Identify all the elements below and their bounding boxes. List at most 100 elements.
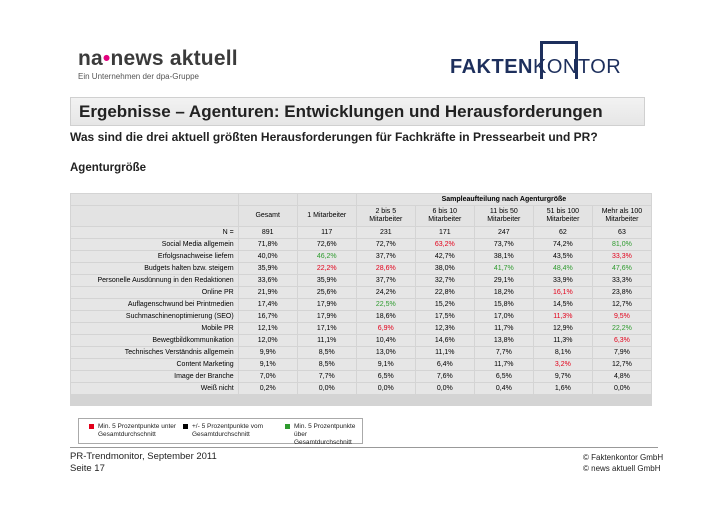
table-cell: 11,7% — [474, 359, 533, 370]
page-title: Ergebnisse – Agenturen: Entwicklungen un… — [79, 102, 603, 121]
black-square-icon — [183, 424, 188, 429]
n-value: 63 — [592, 227, 651, 238]
table-cell: 71,8% — [238, 239, 297, 250]
table-cell: 72,7% — [356, 239, 415, 250]
row-label: Auflagenschwund bei Printmedien — [71, 299, 238, 310]
table-cell: 9,1% — [238, 359, 297, 370]
row-label: Personelle Ausdünnung in den Redaktionen — [71, 275, 238, 286]
table-cell: 10,4% — [356, 335, 415, 346]
table-row: Content Marketing 9,1% 8,5% 9,1% 6,4% 11,7% 3,… — [71, 359, 651, 370]
table-cell: 6,5% — [474, 371, 533, 382]
column-header: 2 bis 5 Mitarbeiter — [356, 206, 415, 226]
table-cell: 33,3% — [592, 275, 651, 286]
table-cell: 33,6% — [238, 275, 297, 286]
column-header: 6 bis 10 Mitarbeiter — [415, 206, 474, 226]
row-label: Online PR — [71, 287, 238, 298]
header-blank — [71, 206, 238, 226]
logo-tagline: Ein Unternehmen der dpa-Gruppe — [78, 72, 199, 81]
table-cell: 0,0% — [592, 383, 651, 394]
n-value: 247 — [474, 227, 533, 238]
table-cell: 72,6% — [297, 239, 356, 250]
table-cell: 6,5% — [356, 371, 415, 382]
superheader-row: Sampleaufteilung nach Agenturgröße — [71, 194, 651, 205]
table-cell: 21,9% — [238, 287, 297, 298]
table-cell: 12,7% — [592, 359, 651, 370]
table-cell: 11,1% — [297, 335, 356, 346]
logo-kontor: KONTOR — [533, 56, 622, 78]
table-cell: 8,5% — [297, 347, 356, 358]
results-table: Sampleaufteilung nach Agenturgröße Gesam… — [70, 193, 652, 406]
legend-red-label: Min. 5 Prozentpunkte unter Gesamtdurchsc… — [98, 423, 177, 438]
table-cell: 47,6% — [592, 263, 651, 274]
table-cell: 17,5% — [415, 311, 474, 322]
table-cell: 22,2% — [592, 323, 651, 334]
table-cell: 38,1% — [474, 251, 533, 262]
table-cell: 14,5% — [533, 299, 592, 310]
title-band: Ergebnisse – Agenturen: Entwicklungen un… — [70, 97, 645, 126]
column-header: 1 Mitarbeiter — [297, 206, 356, 226]
table-cell: 12,0% — [238, 335, 297, 346]
table-cell: 9,7% — [533, 371, 592, 382]
table-cell: 17,0% — [474, 311, 533, 322]
header-blank — [297, 194, 356, 205]
table-cell: 0,0% — [415, 383, 474, 394]
table-cell: 17,9% — [297, 311, 356, 322]
table-cell: 23,8% — [592, 287, 651, 298]
table-cell: 11,7% — [474, 323, 533, 334]
table-cell: 63,2% — [415, 239, 474, 250]
table-cell: 0,2% — [238, 383, 297, 394]
table-cell: 18,2% — [474, 287, 533, 298]
results-table-grid: Sampleaufteilung nach Agenturgröße Gesam… — [70, 193, 652, 395]
row-label: Technisches Verständnis allgemein — [71, 347, 238, 358]
table-cell: 11,1% — [415, 347, 474, 358]
footer-right: © Faktenkontor GmbH © news aktuell GmbH — [583, 452, 663, 474]
table-row: Budgets halten bzw. steigern 35,9% 22,2% 28… — [71, 263, 651, 274]
table-row: Erfolgsnachweise liefern 40,0% 46,2% 37,7% 4… — [71, 251, 651, 262]
table-cell: 7,9% — [592, 347, 651, 358]
logo-news-aktuell: news aktuell — [110, 47, 238, 70]
table-cell: 35,9% — [238, 263, 297, 274]
table-cell: 48,4% — [533, 263, 592, 274]
table-cell: 8,1% — [533, 347, 592, 358]
table-row: Weiß nicht 0,2% 0,0% 0,0% 0,0% 0,4% 1,6% 0,0% — [71, 383, 651, 394]
table-cell: 42,7% — [415, 251, 474, 262]
table-row: Bewegtbildkommunikation 12,0% 11,1% 10,4% 14… — [71, 335, 651, 346]
table-cell: 81,0% — [592, 239, 651, 250]
row-label: Weiß nicht — [71, 383, 238, 394]
table-cell: 41,7% — [474, 263, 533, 274]
column-header-row: Gesamt 1 Mitarbeiter 2 bis 5 Mitarbeiter 6 … — [71, 206, 651, 226]
legend-green-label: Min. 5 Prozentpunkte über Gesamtdurchsch… — [294, 423, 356, 446]
n-value: 62 — [533, 227, 592, 238]
table-cell: 37,7% — [356, 275, 415, 286]
row-label: Content Marketing — [71, 359, 238, 370]
header-blank — [238, 194, 297, 205]
table-cell: 74,2% — [533, 239, 592, 250]
table-row: Social Media allgemein 71,8% 72,6% 72,7% 63,… — [71, 239, 651, 250]
table-cell: 16,7% — [238, 311, 297, 322]
n-value: 117 — [297, 227, 356, 238]
table-cell: 73,7% — [474, 239, 533, 250]
column-header: Gesamt — [238, 206, 297, 226]
header-blank — [71, 194, 238, 205]
table-cell: 33,3% — [592, 251, 651, 262]
table-cell: 16,1% — [533, 287, 592, 298]
table-cell: 40,0% — [238, 251, 297, 262]
red-square-icon — [89, 424, 94, 429]
table-cell: 46,2% — [297, 251, 356, 262]
table-cell: 15,8% — [474, 299, 533, 310]
table-cell: 0,4% — [474, 383, 533, 394]
table-row: Personelle Ausdünnung in den Redaktionen… — [71, 275, 651, 286]
faktenkontor-logo: FAKTENKONTOR — [450, 41, 650, 81]
row-label: Budgets halten bzw. steigern — [71, 263, 238, 274]
green-square-icon — [285, 424, 290, 429]
table-cell: 32,7% — [415, 275, 474, 286]
table-cell: 6,4% — [415, 359, 474, 370]
logo-frame-icon — [540, 41, 578, 79]
table-cell: 11,3% — [533, 311, 592, 322]
table-cell: 35,9% — [297, 275, 356, 286]
table-cell: 28,6% — [356, 263, 415, 274]
table-cell: 4,8% — [592, 371, 651, 382]
legend: Min. 5 Prozentpunkte unter Gesamtdurchsc… — [78, 418, 363, 446]
n-label: N = — [71, 227, 238, 238]
table-cell: 13,8% — [474, 335, 533, 346]
